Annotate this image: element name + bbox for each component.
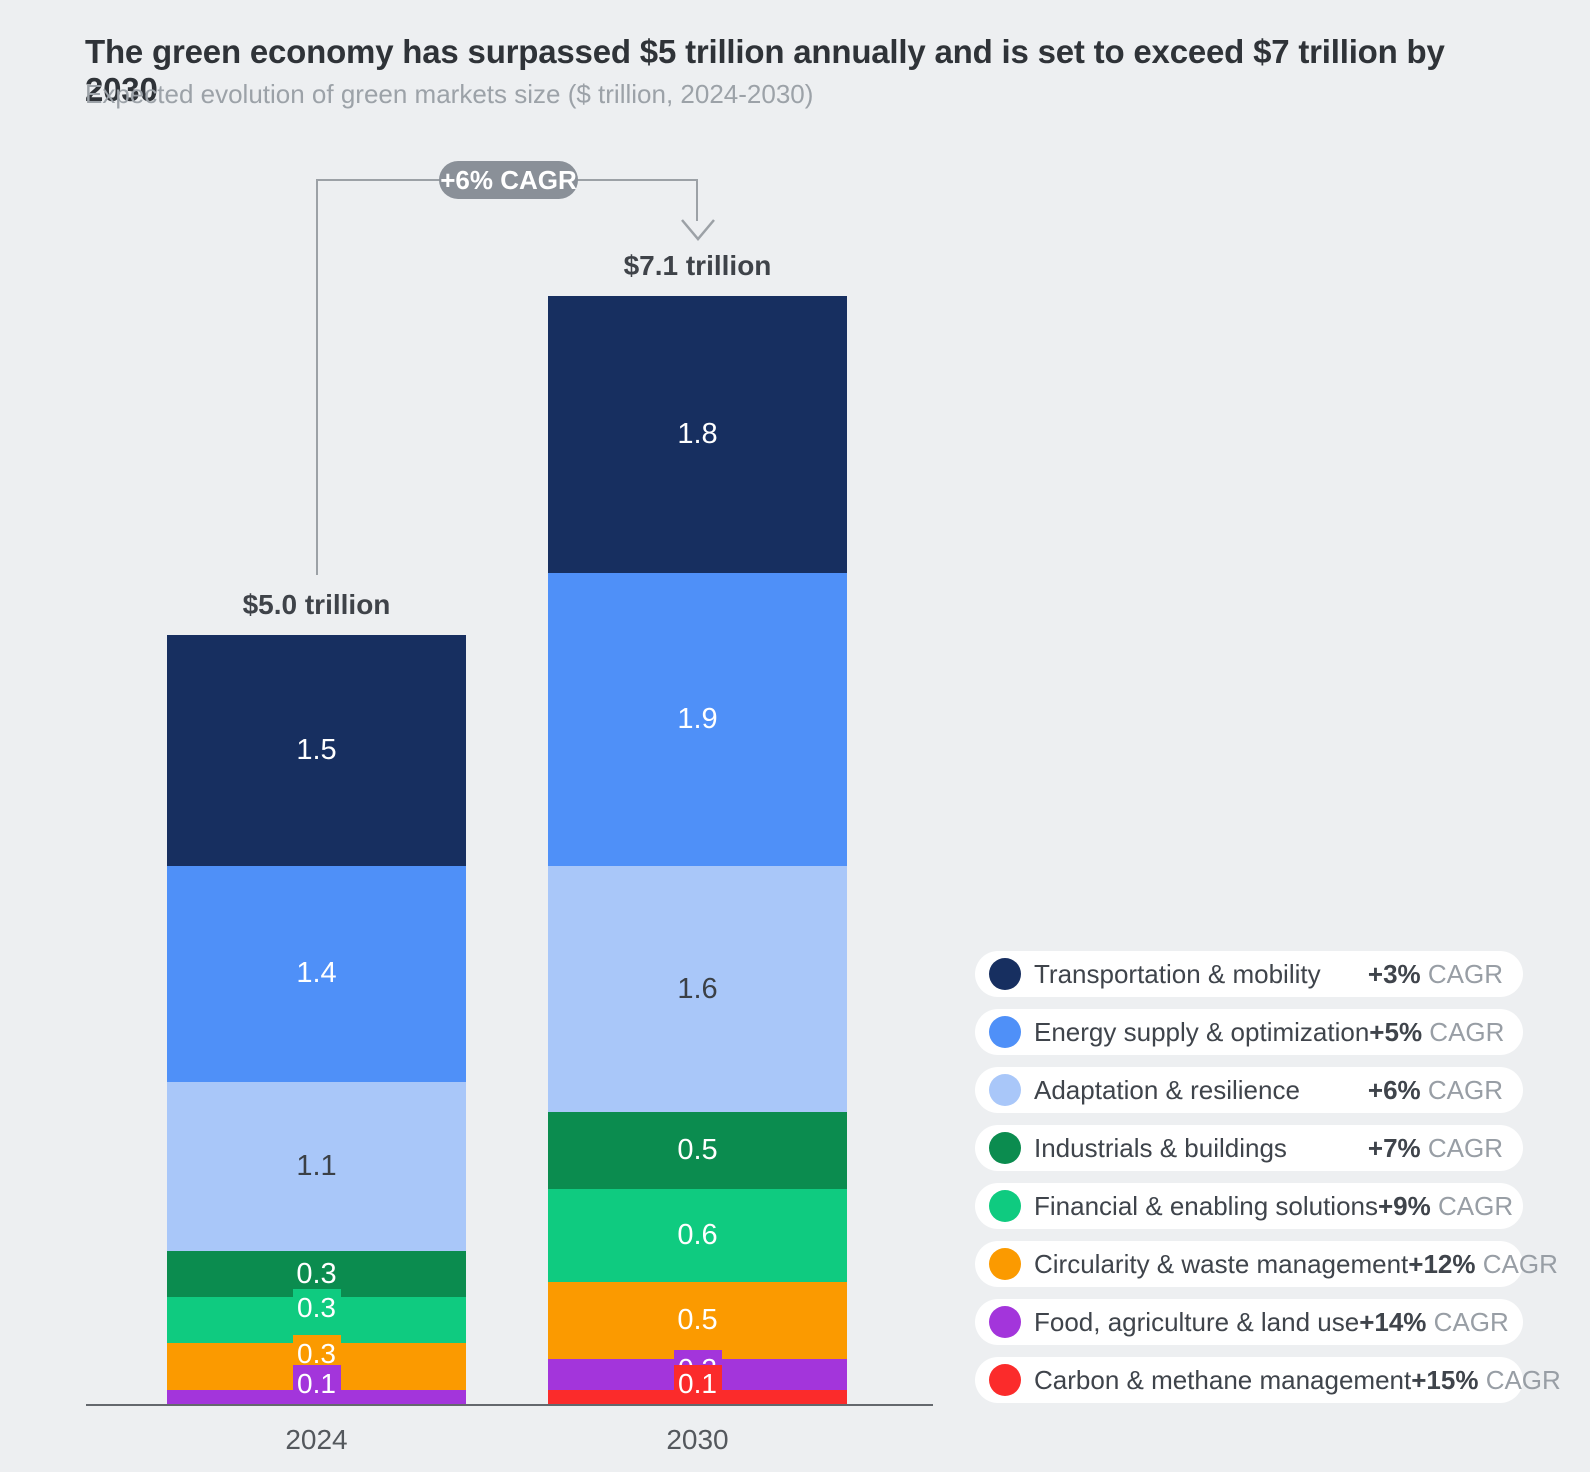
legend-item: Food, agriculture & land use +14% CAGR: [975, 1299, 1523, 1345]
legend-color-dot: [989, 1306, 1021, 1338]
legend-color-dot: [989, 1364, 1021, 1396]
cagr-badge: +6% CAGR: [439, 161, 578, 199]
segment: 1.6: [548, 865, 847, 1113]
x-tick-2030: 2030: [666, 1424, 729, 1455]
segment-value-label: 1.9: [677, 703, 718, 736]
legend-label: Energy supply & optimization: [1034, 1016, 1370, 1047]
legend-color-dot: [989, 1074, 1021, 1106]
legend-color-dot: [989, 1016, 1021, 1048]
legend-label: Circularity & waste management: [1034, 1248, 1409, 1279]
page-title: The green economy has surpassed $5 trill…: [85, 33, 1445, 108]
segment: 0.1: [548, 1364, 847, 1405]
segment: 0.5: [548, 1112, 847, 1190]
legend-cagr-value: +12% CAGR: [1408, 1248, 1558, 1279]
segment-value-tab: 0.1: [673, 1364, 722, 1403]
segment-value-tab: 0.3: [292, 1289, 341, 1328]
arrow-down-icon: [681, 219, 715, 241]
page-subtitle: Expected evolution of green markets size…: [85, 79, 814, 109]
segment-value-label: 1.5: [296, 734, 337, 766]
total-label-2024: $5.0 trillion: [242, 589, 391, 620]
legend-cagr-value: +3% CAGR: [1367, 958, 1503, 989]
segment: 0.6: [548, 1189, 847, 1282]
x-tick-2024: 2024: [285, 1424, 348, 1455]
legend-label: Food, agriculture & land use: [1034, 1306, 1360, 1337]
legend-cagr-value: +9% CAGR: [1378, 1190, 1514, 1221]
legend-item: Transportation & mobility +3% CAGR: [975, 951, 1523, 997]
segment-value-label: 0.6: [677, 1219, 718, 1252]
legend: Transportation & mobility +3% CAGR Energy …: [975, 951, 1561, 1403]
bar-2030: 1.81.91.60.50.60.50.20.1: [548, 296, 847, 1405]
segment-value-label: 1.8: [677, 418, 718, 451]
legend-label: Transportation & mobility: [1034, 958, 1321, 989]
legend-label: Carbon & methane management: [1034, 1364, 1412, 1395]
segment-value-label: 0.5: [677, 1134, 718, 1167]
cagr-connector-left-line: [316, 179, 318, 575]
legend-color-dot: [989, 1132, 1021, 1164]
legend-item: Industrials & buildings +7% CAGR: [975, 1125, 1523, 1171]
legend-label: Financial & enabling solutions: [1034, 1190, 1378, 1221]
legend-item: Energy supply & optimization +5% CAGR: [975, 1009, 1523, 1055]
segment: 1.8: [548, 296, 847, 574]
segment: 1.9: [548, 573, 847, 866]
legend-color-dot: [989, 1248, 1021, 1280]
segment: 0.5: [548, 1281, 847, 1359]
segment: 1.4: [167, 866, 466, 1082]
segment: 1.5: [167, 635, 466, 866]
x-axis-line: [86, 1404, 933, 1406]
legend-item: Financial & enabling solutions +9% CAGR: [975, 1183, 1523, 1229]
legend-label: Adaptation & resilience: [1034, 1074, 1300, 1105]
segment-value-label: 0.5: [677, 1303, 718, 1336]
segment-value-label: 1.4: [296, 957, 337, 990]
legend-cagr-value: +15% CAGR: [1411, 1364, 1561, 1395]
segment: 1.1: [167, 1081, 466, 1251]
legend-item: Carbon & methane management +15% CAGR: [975, 1357, 1561, 1403]
legend-label: Industrials & buildings: [1034, 1132, 1287, 1163]
legend-color-dot: [989, 958, 1021, 990]
legend-item: Circularity & waste management +12% CAGR: [975, 1241, 1558, 1287]
total-label-2030: $7.1 trillion: [623, 250, 772, 281]
legend-cagr-value: +14% CAGR: [1359, 1306, 1509, 1337]
bar-2024: 1.5 1.4 1.1 0.3 0.3 0.3 0.1: [167, 635, 466, 1405]
segment-value-label: 1.1: [296, 1149, 337, 1182]
legend-cagr-value: +7% CAGR: [1367, 1132, 1503, 1163]
segment-value-tab: 0.1: [292, 1365, 341, 1403]
segment: 0.1: [167, 1365, 466, 1405]
segment-value-label: 1.6: [677, 972, 718, 1005]
segment-value-label: 0.3: [296, 1257, 337, 1290]
legend-item: Adaptation & resilience +6% CAGR: [975, 1067, 1523, 1113]
legend-cagr-value: +5% CAGR: [1369, 1016, 1505, 1047]
legend-color-dot: [989, 1190, 1021, 1222]
legend-cagr-value: +6% CAGR: [1367, 1074, 1503, 1105]
cagr-connector-right-line: [696, 179, 698, 221]
